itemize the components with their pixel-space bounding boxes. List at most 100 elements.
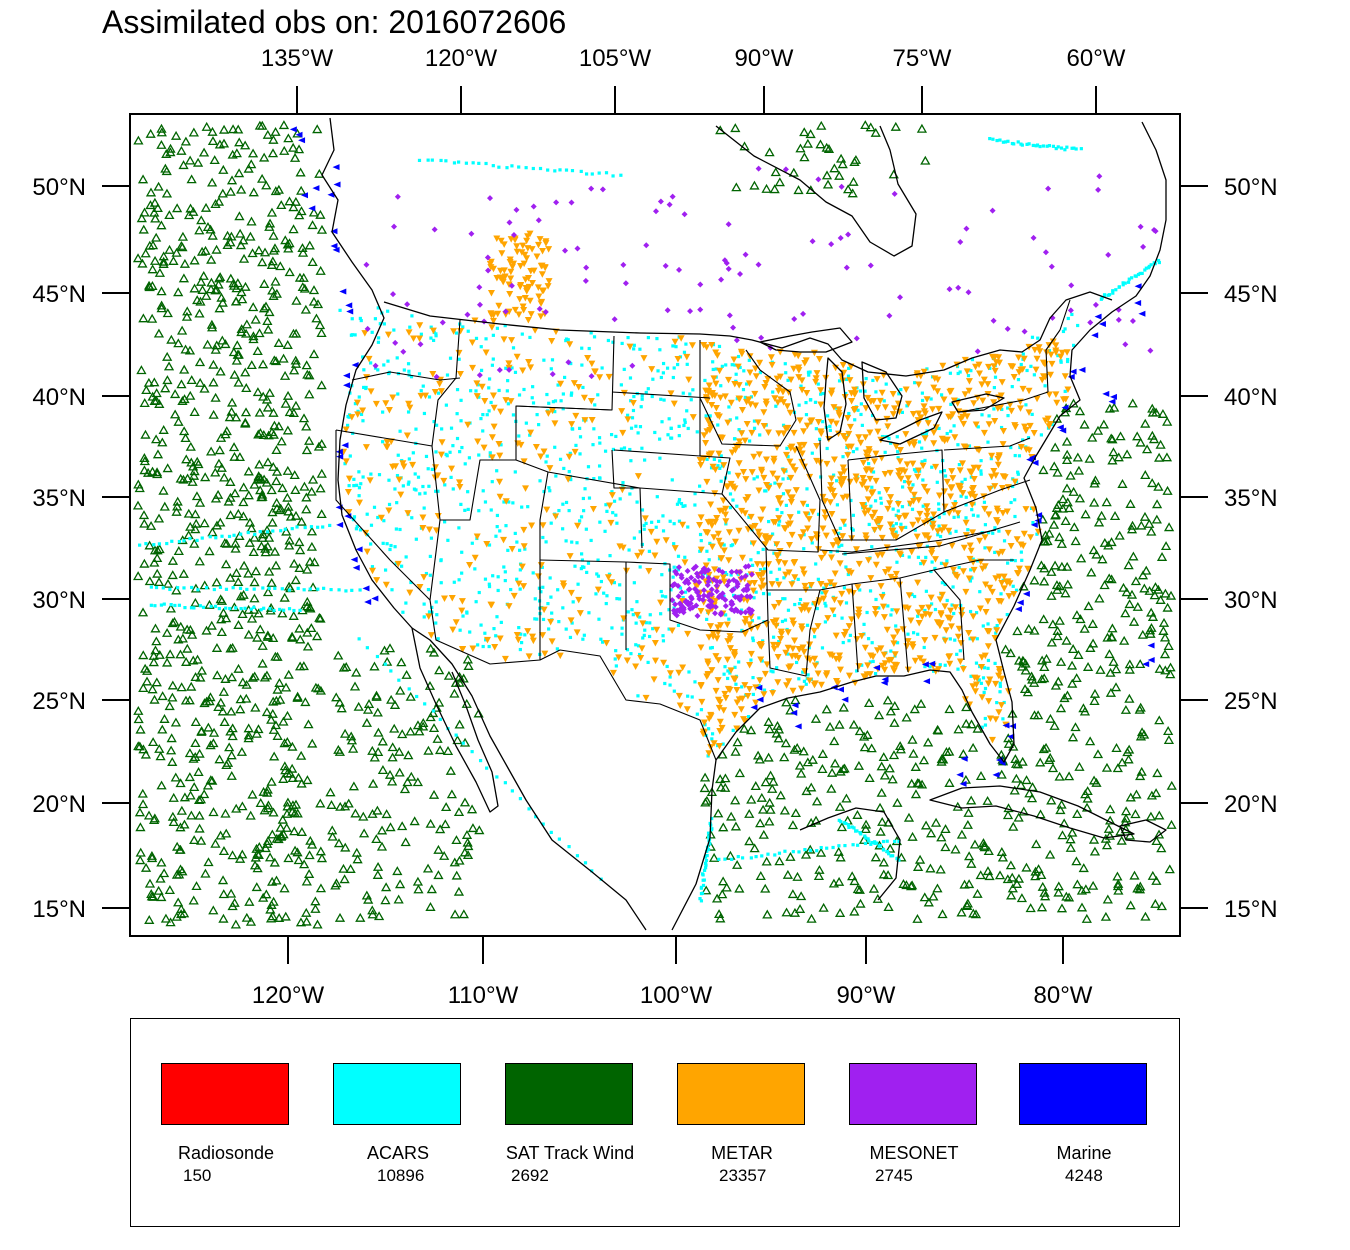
sat-wind-marker <box>173 287 184 297</box>
sat-wind-marker <box>302 596 313 606</box>
sat-wind-marker <box>290 355 301 365</box>
acars-marker <box>358 316 362 321</box>
acars-marker <box>587 346 591 351</box>
metar-marker <box>991 634 999 642</box>
acars-marker <box>612 581 616 585</box>
mesonet-marker <box>698 569 705 576</box>
metar-marker <box>904 605 912 613</box>
sat-wind-marker <box>770 167 781 177</box>
sat-wind-marker <box>842 184 854 194</box>
acars-marker <box>350 317 354 321</box>
metar-marker <box>508 263 516 271</box>
sat-wind-marker <box>264 852 276 862</box>
acars-marker <box>395 473 400 478</box>
metar-marker <box>768 581 776 588</box>
sat-wind-marker <box>185 390 196 400</box>
metar-marker <box>969 683 977 690</box>
sat-wind-marker <box>237 677 248 687</box>
metar-marker <box>348 414 356 421</box>
metar-marker <box>874 404 882 412</box>
sat-wind-marker <box>156 286 167 296</box>
sat-wind-marker <box>231 355 242 365</box>
metar-marker <box>934 528 942 535</box>
sat-wind-marker <box>932 883 943 893</box>
sat-wind-marker <box>788 167 799 177</box>
sat-wind-marker <box>1146 790 1158 800</box>
metar-marker <box>968 486 976 494</box>
metar-marker <box>775 559 783 566</box>
sat-wind-marker <box>231 283 242 293</box>
sat-wind-marker <box>348 743 359 753</box>
sat-wind-marker <box>147 466 158 476</box>
sat-wind-marker <box>304 389 315 399</box>
sat-wind-marker <box>137 607 149 617</box>
metar-marker <box>806 677 814 685</box>
acars-marker <box>614 513 618 517</box>
metar-marker <box>895 472 903 479</box>
metar-marker <box>527 429 535 437</box>
sat-wind-marker <box>155 873 166 883</box>
sat-wind-marker <box>170 130 182 140</box>
sat-wind-marker <box>253 245 265 255</box>
sat-wind-marker <box>297 247 309 257</box>
acars-marker <box>377 473 382 477</box>
metar-marker <box>580 394 588 402</box>
mesonet-marker <box>701 569 708 576</box>
sat-wind-marker <box>249 671 260 681</box>
metar-marker <box>936 596 944 603</box>
acars-marker <box>864 376 868 381</box>
metar-marker <box>618 408 626 415</box>
acars-marker <box>479 623 483 627</box>
acars-marker <box>449 426 454 430</box>
metar-marker <box>817 581 825 588</box>
acars-marker <box>510 164 514 168</box>
metar-marker <box>975 361 983 369</box>
sat-wind-marker <box>164 701 175 711</box>
acars-marker <box>923 608 927 613</box>
acars-marker <box>920 398 925 403</box>
metar-marker <box>797 534 805 541</box>
acars-marker <box>719 479 723 483</box>
acars-marker <box>695 430 699 434</box>
acars-marker <box>611 447 616 452</box>
sat-wind-marker <box>166 334 177 344</box>
acars-marker <box>1117 285 1121 289</box>
acars-marker <box>517 626 521 630</box>
metar-marker <box>731 447 739 454</box>
sat-wind-marker <box>147 264 158 274</box>
metar-marker <box>910 491 918 499</box>
sat-wind-marker <box>162 578 174 588</box>
acars-marker <box>881 591 886 596</box>
metar-marker <box>886 469 894 477</box>
metar-marker <box>574 522 582 530</box>
acars-marker <box>1063 327 1067 331</box>
sat-wind-marker <box>794 760 806 770</box>
acars-marker <box>802 679 807 683</box>
metar-marker <box>747 513 755 521</box>
acars-marker <box>729 544 733 548</box>
sat-wind-marker <box>138 744 149 754</box>
acars-marker <box>754 590 758 594</box>
sat-wind-marker <box>1152 768 1163 778</box>
metar-marker <box>1015 369 1023 376</box>
metar-marker <box>490 404 498 412</box>
sat-wind-marker <box>240 367 251 377</box>
acars-marker <box>638 347 642 351</box>
acars-marker <box>502 500 506 504</box>
acars-marker <box>604 503 608 507</box>
acars-marker <box>913 594 917 599</box>
acars-marker <box>431 338 436 343</box>
sat-wind-marker <box>261 889 272 899</box>
metar-marker <box>846 377 854 384</box>
metar-marker <box>708 522 716 529</box>
mesonet-marker <box>1096 173 1103 180</box>
metar-marker <box>982 581 990 589</box>
sat-wind-marker <box>787 820 799 830</box>
metar-marker <box>483 636 491 644</box>
sat-wind-marker <box>854 726 865 736</box>
metar-marker <box>830 596 838 604</box>
acars-marker <box>975 637 979 641</box>
acars-marker <box>668 519 672 523</box>
sat-wind-marker <box>853 760 865 770</box>
metar-marker <box>703 344 711 351</box>
